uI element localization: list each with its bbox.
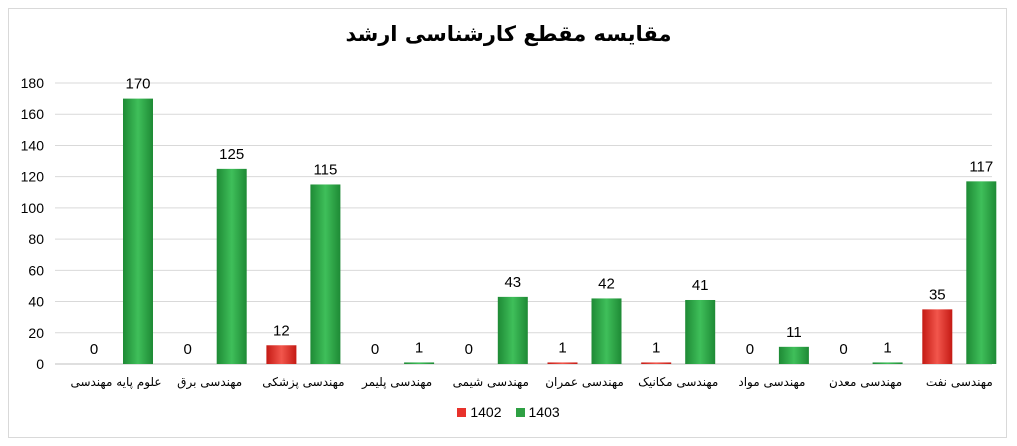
y-tick-label: 120 [21, 169, 45, 185]
y-tick-label: 160 [21, 106, 45, 122]
data-label-1402-9: 35 [929, 286, 946, 303]
data-label-1402-1: 0 [184, 341, 192, 358]
data-label-1403-4: 43 [504, 274, 521, 291]
bar-1402-9 [922, 309, 953, 364]
x-tick-label: مهندسی پزشکی [262, 375, 344, 390]
y-tick-label: 140 [21, 137, 45, 153]
x-tick-label: مهندسی معدن [829, 375, 902, 389]
legend-swatch-1403 [515, 407, 525, 417]
data-label-1402-6: 1 [652, 339, 660, 356]
legend: 1402 1403 [0, 404, 1017, 420]
y-tick-label: 20 [28, 325, 44, 341]
data-label-1402-0: 0 [90, 341, 98, 358]
chart-title: مقایسه مقطع کارشناسی ارشد [345, 22, 672, 46]
y-tick-label: 80 [28, 231, 44, 247]
y-tick-label: 0 [36, 356, 44, 372]
bar-1403-3 [404, 362, 435, 364]
legend-swatch-1402 [457, 407, 467, 417]
bar-1403-6 [685, 299, 716, 364]
bar-1403-7 [778, 346, 809, 364]
data-label-1402-2: 12 [273, 322, 290, 339]
data-label-1403-3: 1 [415, 339, 423, 356]
bar-1403-9 [966, 181, 997, 364]
y-tick-label: 60 [28, 262, 44, 278]
y-tick-label: 100 [21, 200, 45, 216]
legend-item-1403: 1403 [515, 404, 560, 420]
x-tick-label: مهندسی پلیمر [361, 375, 432, 390]
legend-label-1402: 1402 [470, 404, 502, 420]
x-tick-label: علوم پایه مهندسی [70, 375, 161, 390]
bar-1403-8 [872, 362, 903, 364]
bar-1403-1 [216, 168, 247, 364]
bar-1402-5 [547, 362, 578, 364]
x-tick-label: مهندسی شیمی [453, 375, 529, 389]
bar-1403-5 [591, 298, 622, 364]
data-label-1403-0: 170 [125, 76, 150, 93]
data-label-1403-2: 115 [313, 161, 337, 178]
x-tick-label: مهندسی برق [177, 375, 242, 390]
legend-item-1402: 1402 [457, 404, 502, 420]
data-label-1402-8: 0 [839, 341, 847, 358]
data-label-1403-7: 11 [786, 324, 802, 341]
bar-1403-2 [310, 184, 341, 364]
data-label-1403-1: 125 [219, 146, 244, 163]
x-tick-label: مهندسی نفت [926, 375, 993, 389]
x-tick-label: مهندسی عمران [545, 375, 624, 390]
data-label-1403-6: 41 [692, 277, 709, 294]
bar-1403-4 [497, 296, 528, 364]
legend-label-1403: 1403 [528, 404, 560, 420]
data-label-1402-4: 0 [465, 341, 473, 358]
data-label-1402-7: 0 [746, 341, 754, 358]
data-label-1403-9: 117 [969, 158, 993, 175]
bar-1403-0 [123, 98, 153, 364]
y-tick-label: 40 [28, 294, 44, 310]
y-tick-label: 180 [21, 75, 45, 91]
data-label-1402-3: 0 [371, 341, 379, 358]
chart-frame [8, 8, 1007, 438]
bar-1402-2 [266, 345, 297, 364]
x-tick-label: مهندسی مواد [738, 375, 805, 390]
data-label-1403-5: 42 [598, 275, 615, 292]
x-tick-label: مهندسی مکانیک [638, 375, 718, 389]
data-label-1402-5: 1 [558, 339, 566, 356]
bar-1402-6 [641, 362, 672, 364]
data-label-1403-8: 1 [883, 339, 891, 356]
